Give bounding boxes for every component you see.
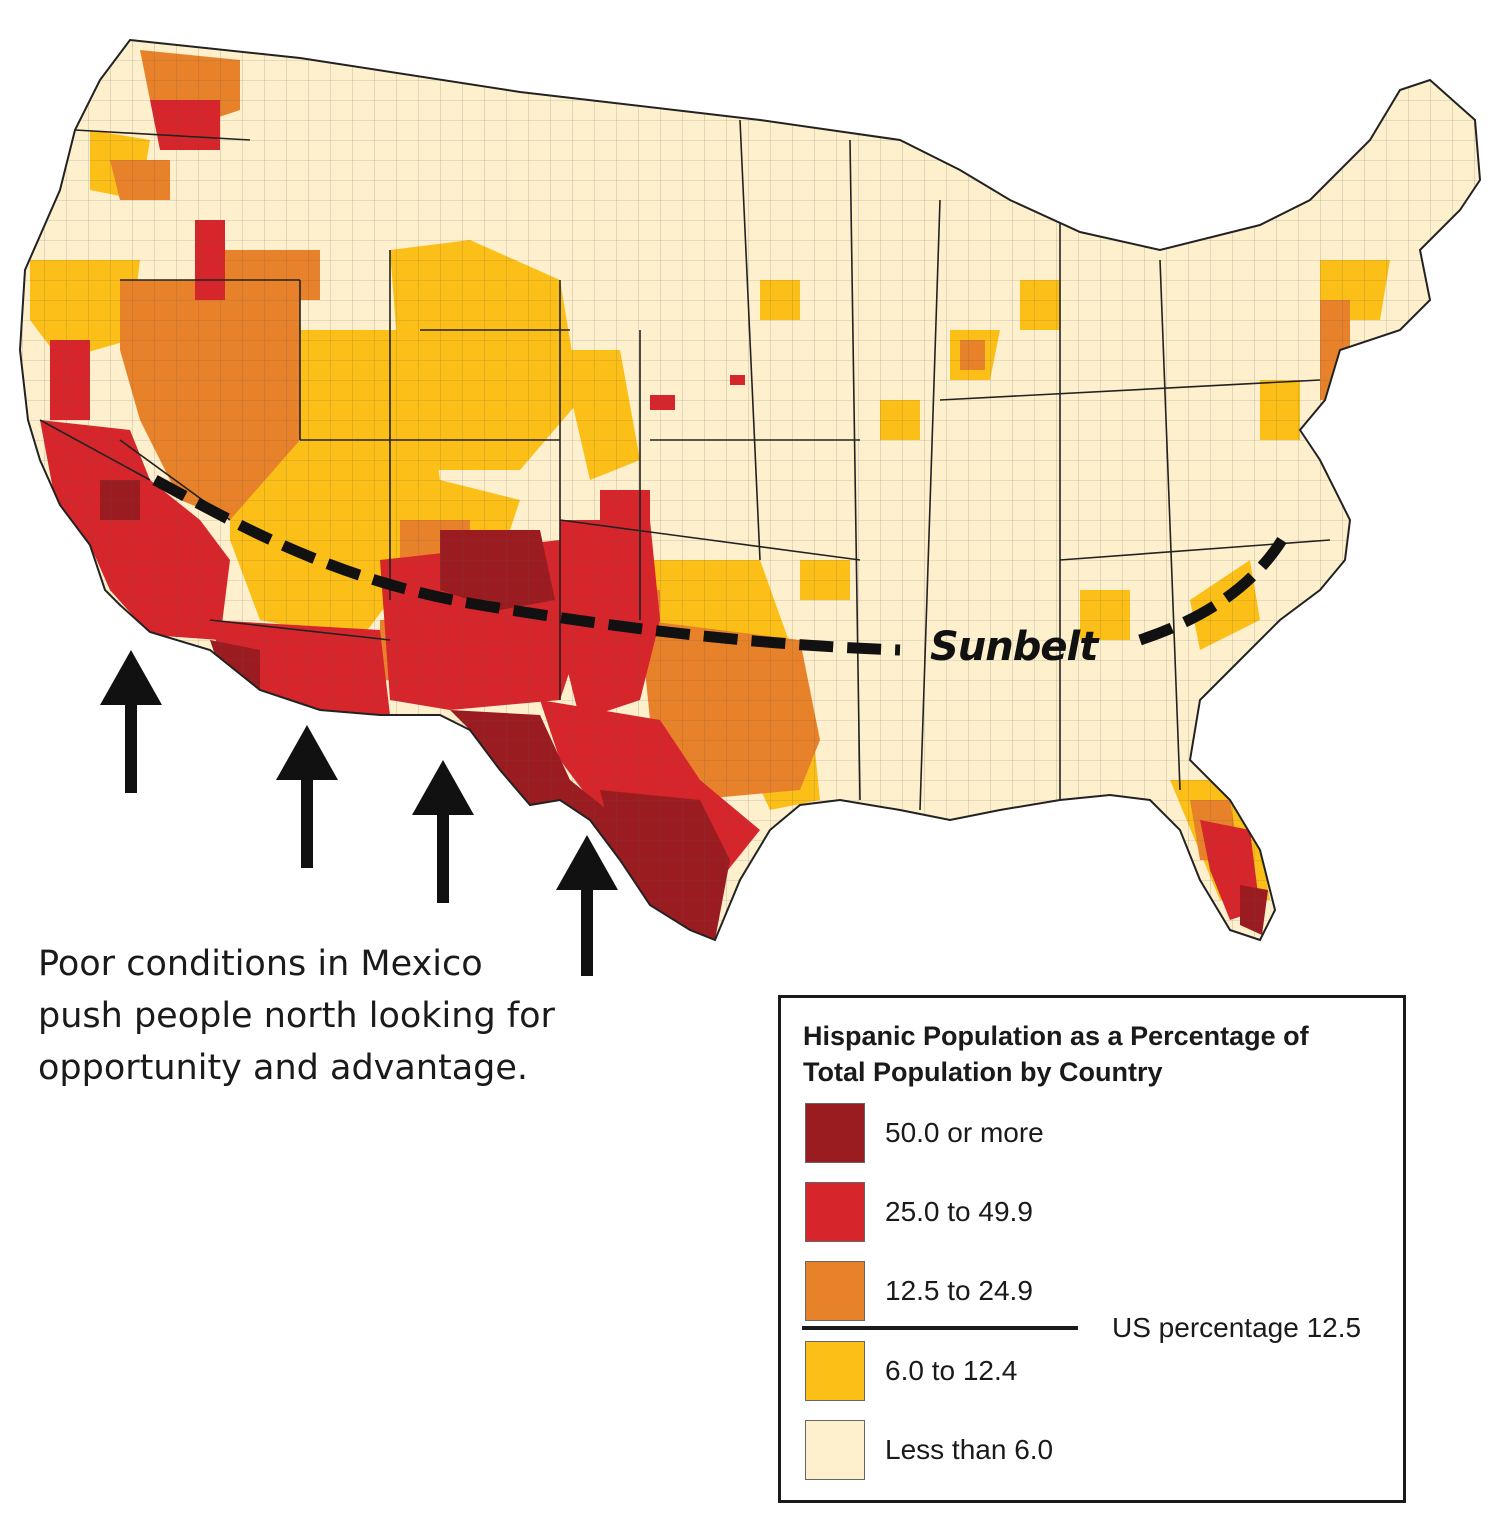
arrow-icon xyxy=(556,835,618,976)
us-percentage-label: US percentage 12.5 xyxy=(1112,1312,1362,1343)
county-borders xyxy=(20,40,1480,940)
legend-title: Hispanic Population as a Percentage of T… xyxy=(803,1018,1393,1090)
caption-line: opportunity and advantage. xyxy=(38,1048,529,1088)
legend-label: 50.0 or more xyxy=(885,1117,1044,1148)
sunbelt-line-east xyxy=(1138,537,1287,646)
legend-label: 25.0 to 49.9 xyxy=(885,1196,1033,1227)
legend-swatch xyxy=(805,1420,865,1480)
legend-item-50-plus: 50.0 or more xyxy=(805,1103,1365,1163)
arrow-icon xyxy=(100,650,162,793)
legend-swatch xyxy=(805,1341,865,1401)
us-percentage-rule xyxy=(802,1326,1078,1330)
legend-item-12-24: 12.5 to 24.9 xyxy=(805,1261,1365,1321)
legend-swatch xyxy=(805,1261,865,1321)
legend-swatch xyxy=(805,1182,865,1242)
legend-item-25-49: 25.0 to 49.9 xyxy=(805,1182,1365,1242)
legend: Hispanic Population as a Percentage of T… xyxy=(778,995,1406,1503)
sunbelt-label: Sunbelt xyxy=(930,624,1098,670)
arrow-icon xyxy=(276,725,338,868)
caption-line: push people north looking for xyxy=(38,996,555,1036)
sunbelt-line xyxy=(152,475,901,656)
caption: Poor conditions in Mexico push people no… xyxy=(38,938,598,1094)
legend-label: 12.5 to 24.9 xyxy=(885,1275,1033,1306)
caption-line: Poor conditions in Mexico xyxy=(38,944,483,984)
legend-item-lt-6: Less than 6.0 xyxy=(805,1420,1365,1480)
legend-title-line: Hispanic Population as a Percentage of xyxy=(803,1021,1309,1051)
legend-swatch xyxy=(805,1103,865,1163)
legend-title-line: Total Population by Country xyxy=(803,1057,1163,1087)
legend-label: 6.0 to 12.4 xyxy=(885,1355,1018,1386)
migration-arrows xyxy=(100,650,618,976)
legend-label: Less than 6.0 xyxy=(885,1434,1054,1465)
arrow-icon xyxy=(412,760,474,903)
state-borders xyxy=(39,119,1331,811)
legend-item-6-12: 6.0 to 12.4 xyxy=(805,1341,1365,1401)
